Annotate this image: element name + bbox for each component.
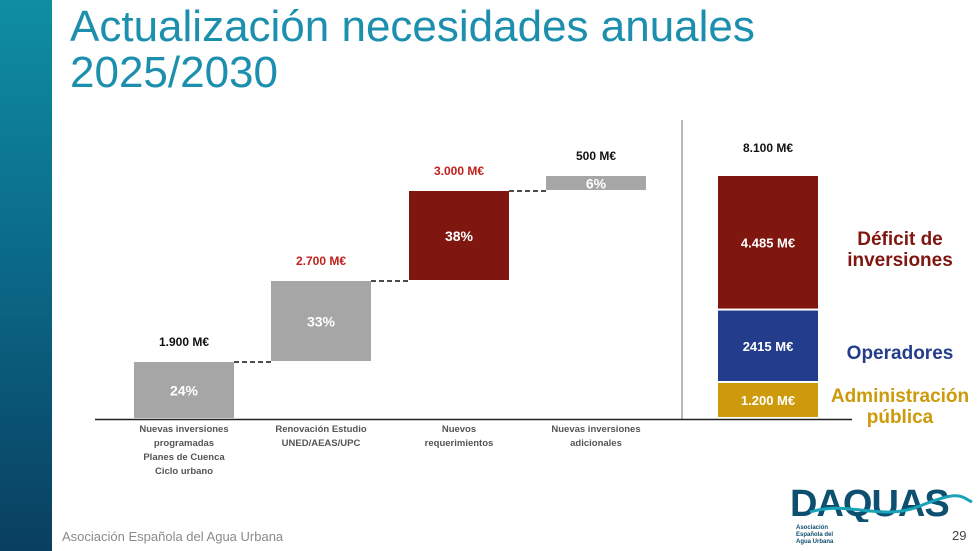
bar-value-label: 2.700 M€ [296, 254, 346, 268]
legend-operadores: Operadores [846, 343, 954, 364]
logo-wave [809, 494, 973, 514]
segment-value-label: 1.200 M€ [741, 393, 795, 408]
stacked-segment [718, 383, 818, 417]
bar-value-label: 3.000 M€ [434, 164, 484, 178]
segment-value-label: 2415 M€ [743, 339, 794, 354]
category-label: adicionales [570, 438, 622, 449]
bar-percent-label: 24% [170, 383, 199, 399]
category-label: requerimientos [425, 438, 494, 449]
category-label: programadas [154, 438, 214, 449]
category-label: Planes de Cuenca [143, 452, 225, 463]
bar-percent-label: 33% [307, 314, 336, 330]
waterfall-bar [546, 176, 646, 190]
bar-value-label: 500 M€ [576, 149, 616, 163]
daquas-logo: DAQUAS [790, 484, 973, 522]
category-label: Nuevas inversiones [551, 424, 640, 435]
footer-text: Asociación Española del Agua Urbana [62, 529, 284, 544]
total-value-label: 8.100 M€ [743, 141, 793, 155]
waterfall-bar [409, 191, 509, 280]
legend-administracion: Administración pública [830, 386, 970, 428]
logo-text: DAQUAS [790, 484, 949, 522]
logo-subtitle-line: Agua Urbana [796, 539, 834, 545]
slide-title: Actualización necesidades anuales 2025/2… [70, 2, 755, 97]
page-number: 29 [952, 528, 967, 543]
segment-value-label: 4.485 M€ [741, 235, 795, 250]
category-label: Nuevas inversiones [139, 424, 228, 435]
bar-percent-label: 38% [445, 228, 474, 244]
legend-deficit: Déficit de inversiones [847, 229, 953, 271]
category-label: Ciclo urbano [155, 466, 213, 477]
category-label: Renovación Estudio [275, 424, 367, 435]
category-label: Nuevos [442, 424, 476, 435]
waterfall-bar [271, 281, 371, 361]
bar-value-label: 1.900 M€ [159, 335, 209, 349]
category-label: UNED/AEAS/UPC [282, 438, 361, 449]
logo-subtitle-line: Española del [796, 532, 834, 538]
logo-subtitle: Asociación Española del Agua Urbana [796, 525, 833, 546]
waterfall-bar [134, 362, 234, 418]
stacked-segment [718, 310, 818, 381]
bar-percent-label: 6% [586, 176, 607, 192]
logo-subtitle-line: Asociación [796, 525, 829, 531]
sidebar-accent [0, 0, 52, 551]
stacked-segment [718, 176, 818, 309]
